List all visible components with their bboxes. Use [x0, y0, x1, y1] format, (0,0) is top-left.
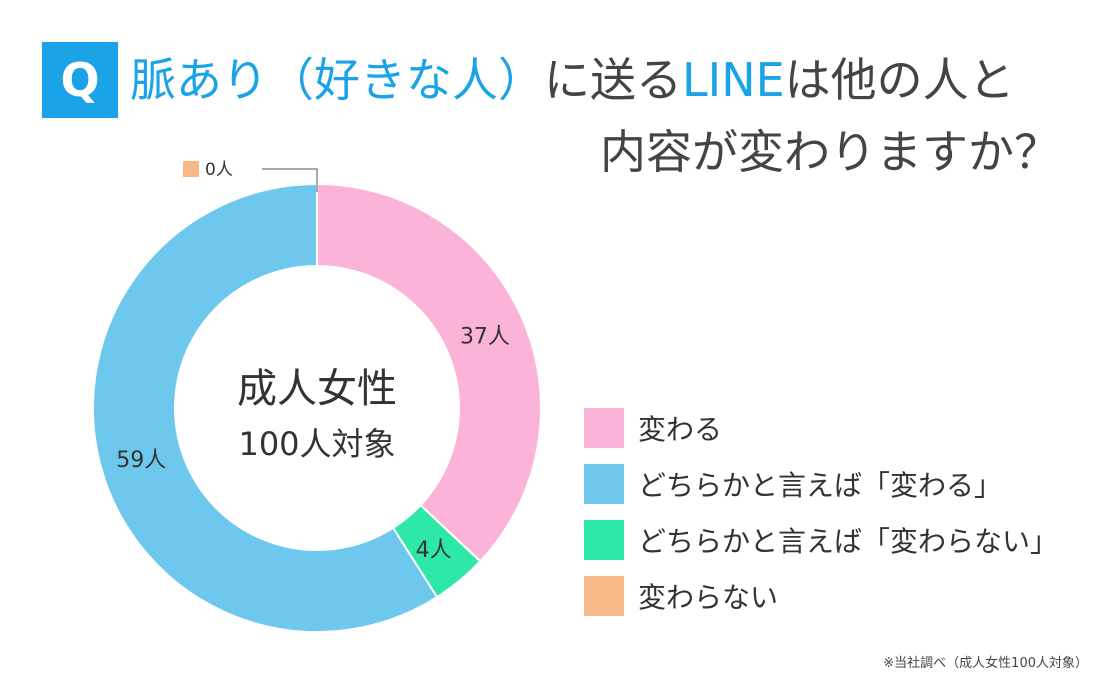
slice-data-label: 59人	[116, 448, 166, 473]
legend-label: どちらかと言えば「変わらない」	[638, 525, 1059, 558]
donut-slice	[92, 182, 439, 633]
zero-slice-swatch	[183, 161, 199, 177]
legend-swatch	[584, 408, 624, 448]
legend-swatch	[584, 464, 624, 504]
legend-swatch	[584, 576, 624, 616]
page-title: 脈あり（好きな人）に送るLINEは他の人と 内容が変わりますか？	[130, 44, 1060, 188]
legend-item: どちらかと言えば「変わる」	[584, 460, 1058, 508]
legend-item: 変わる	[584, 404, 1058, 452]
title-highlight-1: 脈あり（好きな人）	[130, 53, 544, 107]
question-badge: Q	[42, 42, 118, 118]
chart-center-title: 成人女性	[237, 366, 397, 412]
title-line1-end: は他の人と	[784, 53, 1015, 107]
legend-swatch	[584, 520, 624, 560]
legend-label: 変わらない	[638, 581, 779, 614]
slice-data-label: 0人	[205, 160, 233, 180]
legend-label: どちらかと言えば「変わる」	[638, 469, 1003, 502]
slice-data-label: 4人	[416, 538, 452, 563]
chart-center-subtitle: 100人対象	[238, 425, 395, 463]
chart-legend: 変わる どちらかと言えば「変わる」 どちらかと言えば「変わらない」 変わらない	[584, 404, 1058, 628]
title-middle: に送る	[544, 53, 682, 107]
legend-item: 変わらない	[584, 572, 1058, 620]
donut-slices	[92, 182, 542, 633]
donut-data-labels: 37人 4人 0人 59人	[116, 160, 510, 563]
question-badge-label: Q	[60, 53, 100, 107]
slice-data-label: 37人	[460, 324, 510, 349]
footnote: ※当社調べ（成人女性100人対象）	[883, 656, 1088, 671]
legend-item: どちらかと言えば「変わらない」	[584, 516, 1058, 564]
legend-label: 変わる	[638, 413, 723, 446]
title-highlight-2: LINE	[682, 53, 785, 107]
title-line2: 内容が変わりますか？	[600, 125, 1060, 179]
donut-slice	[316, 182, 542, 563]
zero-slice-leader-line	[262, 168, 318, 192]
